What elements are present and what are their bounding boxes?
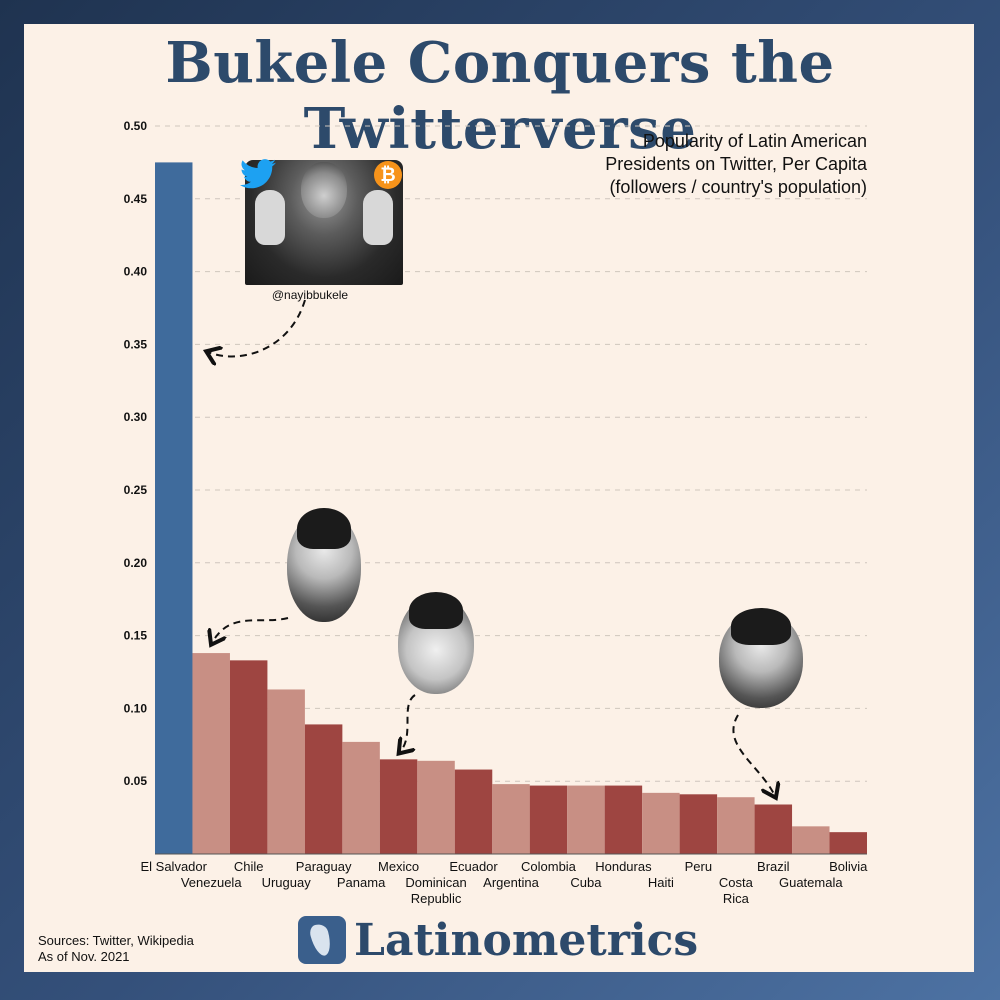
page-title: Bukele Conquers the Twitterverse [165,30,835,162]
bar-bolivia [829,832,867,854]
x-tick-label: Argentina [483,875,539,890]
x-tick-label: Uruguay [262,875,312,890]
twitter-icon [240,159,276,189]
bar-venezuela [192,653,230,854]
x-tick-label: Haiti [648,875,674,890]
bukele-right-hand [363,190,393,245]
bar-ecuador [454,769,493,854]
bar-cuba [567,785,605,854]
bar-honduras [604,785,643,854]
annotation-arrow-amlo [400,694,416,752]
brand-logo: Latinometrics [298,914,698,966]
bolsonaro-photo [719,608,803,708]
bar-chile [229,660,268,854]
maduro-photo [287,507,361,622]
y-tick-label: 0.05 [124,774,148,788]
x-tick-label: Paraguay [296,859,352,874]
x-tick-label: Colombia [521,859,577,874]
brand-name: Latinometrics [354,914,699,966]
bukele-head [301,162,347,218]
amlo-photo [398,592,474,694]
bar-peru [679,794,718,854]
annotation-arrow-bolsonaro [732,714,775,796]
bar-paraguay [304,724,343,854]
y-tick-label: 0.40 [124,265,148,279]
subtitle-line: Popularity of Latin American [642,131,867,151]
chart-subtitle: Popularity of Latin American Presidents … [605,130,867,199]
subtitle-line: Presidents on Twitter, Per Capita [605,154,867,174]
bar-haiti [642,792,680,854]
x-tick-label: El Salvador [140,859,207,874]
bar-colombia [529,785,568,854]
bar-el-salvador [155,162,193,854]
y-tick-label: 0.45 [124,192,148,206]
x-tick-label: Dominican Republic [405,875,466,906]
annotation-arrow-bukele [208,299,306,356]
sources-line: Sources: Twitter, Wikipedia [38,933,194,948]
x-tick-label: Ecuador [449,859,498,874]
x-tick-label: Peru [685,859,712,874]
bar-costa-rica [717,797,755,854]
latinometrics-logo-icon [298,916,346,964]
x-tick-label: Venezuela [181,875,242,890]
sources-note: Sources: Twitter, Wikipedia As of Nov. 2… [38,933,194,965]
x-tick-label: Brazil [757,859,790,874]
bar-uruguay [267,689,305,854]
bukele-photo [245,160,403,285]
bar-mexico [379,759,418,854]
bar-guatemala [792,826,830,854]
y-tick-label: 0.20 [124,556,148,570]
x-tick-label: Guatemala [779,875,843,890]
bar-dominican-republic [417,760,455,854]
bar-brazil [754,804,793,854]
y-tick-label: 0.25 [124,483,148,497]
y-tick-label: 0.30 [124,410,148,424]
subtitle-line: (followers / country's population) [609,177,867,197]
bukele-left-hand [255,190,285,245]
y-tick-label: 0.10 [124,701,148,715]
x-tick-label: Cuba [570,875,602,890]
y-tick-label: 0.15 [124,629,148,643]
bar-argentina [492,784,530,854]
y-tick-label: 0.50 [124,119,148,133]
twitter-handle: @nayibbukele [271,288,349,302]
bitcoin-icon: ₿ [374,161,402,189]
annotation-arrow-maduro [212,617,289,643]
x-tick-label: Costa Rica [719,875,754,906]
y-tick-label: 0.35 [124,337,148,351]
x-tick-label: Bolivia [829,859,868,874]
x-tick-label: Honduras [595,859,652,874]
x-tick-label: Mexico [378,859,419,874]
x-tick-label: Chile [234,859,264,874]
bar-panama [342,741,380,854]
sources-date: As of Nov. 2021 [38,949,130,964]
x-tick-label: Panama [337,875,386,890]
